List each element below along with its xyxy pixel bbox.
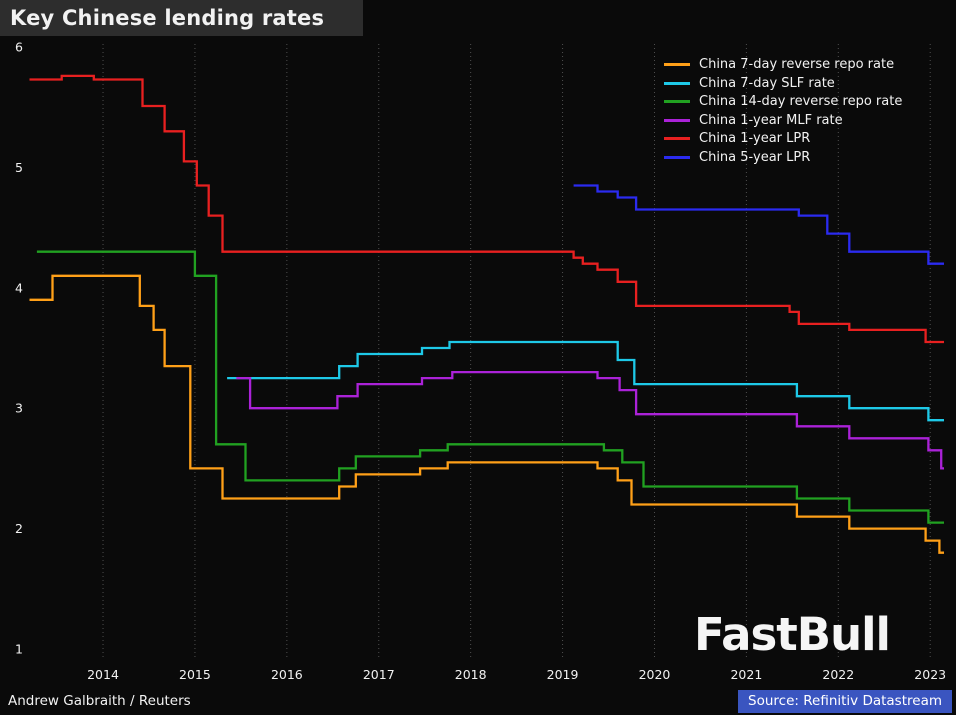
series-line-china-5-year-lpr [573, 184, 944, 265]
x-tick-label: 2015 [179, 667, 211, 682]
x-tick-label: 2017 [363, 667, 395, 682]
legend-swatch-china-5-year-lpr [664, 155, 690, 159]
legend-label: China 1-year MLF rate [699, 112, 843, 128]
legend-item-china-1-year-lpr: China 1-year LPR [664, 131, 902, 147]
source-text: Source: Refinitiv Datastream [738, 689, 952, 713]
x-tick-label: 2020 [639, 667, 671, 682]
y-tick-label: 6 [15, 40, 23, 55]
x-tick-label: 2016 [271, 667, 303, 682]
y-tick-label: 4 [15, 280, 23, 295]
series-line-china-1-year-mlf-rate [236, 370, 944, 470]
x-tick-label: 2018 [455, 667, 487, 682]
y-tick-label: 2 [15, 521, 23, 536]
credit-text: Andrew Galbraith / Reuters [8, 693, 191, 709]
legend-item-china-7-day-reverse-repo-rate: China 7-day reverse repo rate [664, 57, 902, 73]
y-tick-label: 1 [15, 642, 23, 657]
x-tick-label: 2019 [547, 667, 579, 682]
y-tick-label: 5 [15, 160, 23, 175]
legend-item-china-7-day-slf-rate: China 7-day SLF rate [664, 76, 902, 92]
legend: China 7-day reverse repo rate China 7-day… [664, 57, 902, 165]
fastbull-watermark: FastBull [694, 608, 891, 661]
x-tick-label: 2022 [822, 667, 854, 682]
legend-swatch-china-7-day-slf-rate [664, 81, 690, 85]
series-line-china-7-day-reverse-repo-rate [29, 274, 944, 554]
legend-swatch-china-7-day-reverse-repo-rate [664, 63, 690, 67]
title-bar: Key Chinese lending rates [0, 0, 363, 36]
legend-swatch-china-14-day-reverse-repo-rate [664, 100, 690, 104]
legend-swatch-china-1-year-mlf-rate [664, 118, 690, 122]
x-tick-label: 2014 [87, 667, 119, 682]
legend-swatch-china-1-year-lpr [664, 137, 690, 141]
series-line-china-7-day-slf-rate [227, 340, 944, 422]
legend-label: China 7-day reverse repo rate [699, 57, 895, 73]
series-line-china-14-day-reverse-repo-rate [36, 250, 944, 524]
x-tick-label: 2023 [914, 667, 946, 682]
footer: Andrew Galbraith / Reuters Source: Refin… [0, 687, 956, 715]
legend-item-china-5-year-lpr: China 5-year LPR [664, 150, 902, 166]
y-tick-label: 3 [15, 401, 23, 416]
legend-label: China 1-year LPR [699, 131, 811, 147]
legend-label: China 5-year LPR [699, 149, 811, 165]
x-tick-label: 2021 [730, 667, 762, 682]
legend-label: China 7-day SLF rate [699, 75, 835, 91]
legend-item-china-1-year-mlf-rate: China 1-year MLF rate [664, 113, 902, 129]
legend-label: China 14-day reverse repo rate [699, 94, 903, 110]
legend-item-china-14-day-reverse-repo-rate: China 14-day reverse repo rate [664, 94, 902, 110]
chart-title: Key Chinese lending rates [10, 6, 325, 30]
series-line-china-1-year-lpr [29, 74, 944, 344]
